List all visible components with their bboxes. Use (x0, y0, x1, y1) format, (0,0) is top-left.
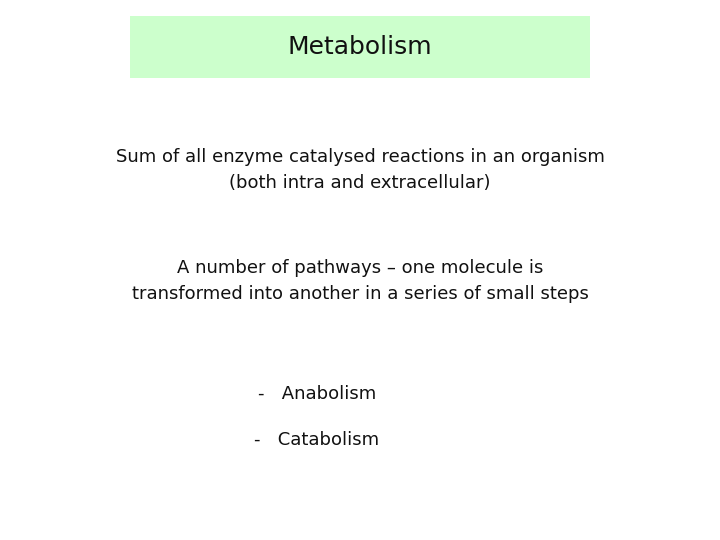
Text: A number of pathways – one molecule is
transformed into another in a series of s: A number of pathways – one molecule is t… (132, 259, 588, 303)
Text: -   Catabolism: - Catabolism (254, 431, 379, 449)
FancyBboxPatch shape (130, 16, 590, 78)
Text: -   Anabolism: - Anabolism (258, 385, 376, 403)
Text: Sum of all enzyme catalysed reactions in an organism
(both intra and extracellul: Sum of all enzyme catalysed reactions in… (116, 148, 604, 192)
Text: Metabolism: Metabolism (288, 35, 432, 59)
